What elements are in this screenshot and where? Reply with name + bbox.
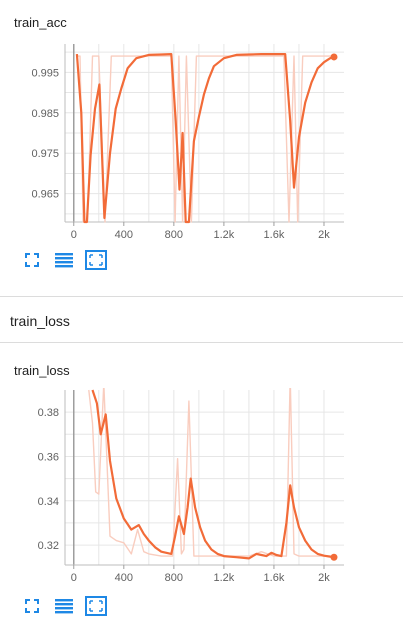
train-acc-chart: 0 400 800 1.2k 1.6k 2k 0.965 0.975 0.985 0.995 (31, 44, 344, 241)
last-point-marker (330, 553, 338, 561)
fullscreen-button[interactable] (20, 595, 44, 617)
fit-domain-icon (85, 596, 107, 616)
raw-series-line (76, 55, 336, 223)
x-tick-label: 400 (115, 572, 133, 584)
fullscreen-icon (25, 599, 39, 613)
toggle-y-log-button[interactable] (52, 595, 76, 617)
raw-series-line (88, 388, 336, 557)
x-tick-label: 0 (71, 572, 77, 584)
x-tick-label: 0 (71, 229, 77, 241)
x-tick-label: 2k (318, 229, 330, 241)
section-divider (0, 296, 403, 297)
smoothed-series-line (91, 389, 335, 560)
y-tick-label: 0.32 (38, 540, 59, 552)
train-loss-toolbar (20, 595, 108, 617)
train-acc-toolbar (20, 249, 108, 271)
y-tick-label: 0.965 (31, 189, 59, 201)
y-tick-label: 0.38 (38, 407, 59, 419)
train-loss-chart: 0 400 800 1.2k 1.6k 2k 0.32 0.34 0.36 0.38 (38, 388, 344, 584)
chart-title-train-loss: train_loss (14, 363, 70, 378)
y-tick-label: 0.34 (38, 496, 59, 508)
x-tick-label: 800 (165, 229, 183, 241)
fit-domain-button[interactable] (84, 595, 108, 617)
list-icon (55, 599, 73, 614)
toggle-y-log-button[interactable] (52, 249, 76, 271)
x-tick-label: 2k (318, 572, 330, 584)
chart-title-train-acc: train_acc (14, 15, 67, 30)
last-point-marker (330, 53, 338, 61)
x-tick-label: 1.2k (213, 229, 234, 241)
x-tick-label: 1.6k (264, 229, 285, 241)
x-tick-label: 1.2k (213, 572, 234, 584)
smoothed-series-line (75, 53, 335, 224)
section-title: train_loss (10, 313, 70, 329)
y-tick-label: 0.995 (31, 67, 59, 79)
fullscreen-icon (25, 253, 39, 267)
fit-domain-button[interactable] (84, 249, 108, 271)
list-icon (55, 253, 73, 268)
x-tick-label: 400 (115, 229, 133, 241)
x-tick-label: 800 (165, 572, 183, 584)
x-tick-label: 1.6k (264, 572, 285, 584)
y-tick-label: 0.975 (31, 148, 59, 160)
y-tick-label: 0.36 (38, 451, 59, 463)
section-divider (0, 342, 403, 343)
fullscreen-button[interactable] (20, 249, 44, 271)
fit-domain-icon (85, 250, 107, 270)
y-tick-label: 0.985 (31, 108, 59, 120)
